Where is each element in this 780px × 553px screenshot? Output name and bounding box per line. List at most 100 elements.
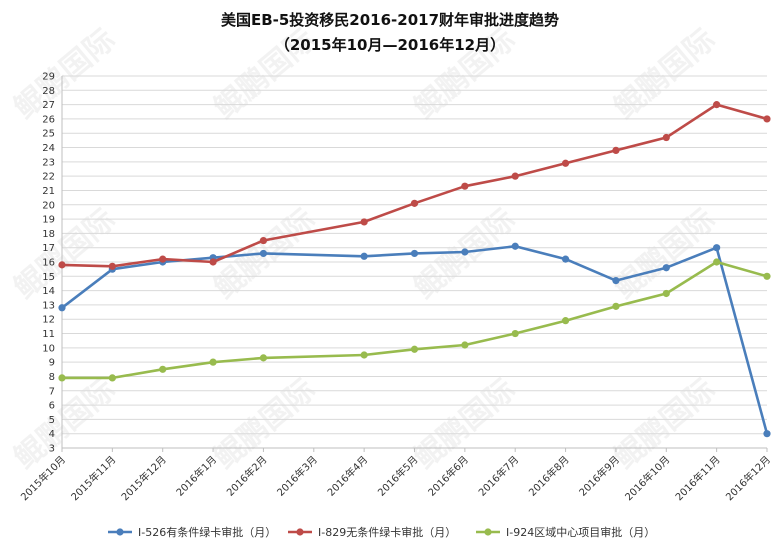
data-point — [662, 133, 670, 142]
series-line — [60, 260, 769, 380]
chart-title: 美国EB-5投资移民2016-2017财年审批进度趋势 — [221, 11, 559, 29]
y-tick-label: 26 — [42, 114, 55, 125]
legend-item: I-924区域中心项目审批（月） — [476, 525, 655, 539]
legend-label: I-924区域中心项目审批（月） — [506, 525, 655, 539]
chart-subtitle: （2015年10月—2016年12月） — [275, 36, 505, 54]
y-tick-label: 24 — [42, 143, 55, 154]
data-point — [410, 249, 419, 258]
x-tick-label: 2016年4月 — [324, 453, 370, 499]
legend: I-526有条件绿卡审批（月） I-829无条件绿卡审批（月） I-924区域中心项… — [108, 525, 655, 539]
y-tick-label: 10 — [42, 343, 55, 354]
data-point — [461, 341, 469, 349]
data-point — [360, 351, 368, 359]
y-tick-label: 27 — [42, 100, 55, 111]
data-point — [461, 182, 469, 190]
data-point — [58, 374, 66, 382]
data-point — [612, 277, 620, 285]
data-point — [58, 261, 66, 269]
x-tick-label: 2016年3月 — [274, 453, 320, 499]
x-tick-label: 2016年11月 — [672, 453, 722, 503]
y-tick-label: 15 — [42, 272, 55, 283]
y-tick-label: 12 — [42, 315, 55, 326]
data-point — [763, 115, 771, 123]
y-tick-label: 5 — [49, 415, 55, 426]
y-tick-label: 21 — [42, 186, 55, 197]
data-point — [159, 255, 167, 263]
data-point — [763, 430, 771, 438]
y-tick-label: 13 — [42, 300, 55, 311]
y-tick-label: 3 — [49, 444, 55, 455]
data-point — [713, 258, 721, 266]
data-point — [511, 242, 519, 250]
data-point — [713, 101, 721, 109]
data-point — [58, 304, 66, 312]
y-tick-label: 7 — [49, 386, 55, 397]
data-point — [259, 249, 268, 258]
x-tick-label: 2016年9月 — [576, 453, 622, 499]
x-tick-label: 2015年11月 — [68, 453, 118, 503]
y-tick-label: 23 — [42, 157, 55, 168]
data-point — [259, 354, 268, 362]
legend-item: I-829无条件绿卡审批（月） — [288, 525, 456, 539]
legend-swatch-marker — [116, 528, 124, 536]
x-tick-label: 2016年7月 — [476, 453, 522, 499]
y-tick-label: 6 — [49, 401, 55, 412]
watermark-text: 鲲鹏国际 — [608, 22, 722, 126]
data-point — [612, 146, 620, 154]
y-tick-label: 8 — [49, 372, 55, 383]
series-2 — [58, 101, 771, 270]
legend-item: I-526有条件绿卡审批（月） — [108, 525, 276, 539]
y-tick-label: 16 — [42, 258, 55, 269]
y-tick-label: 28 — [42, 86, 55, 97]
data-point — [410, 345, 419, 353]
y-tick-label: 11 — [42, 329, 55, 340]
x-tick-label: 2016年5月 — [375, 453, 421, 499]
y-tick-label: 17 — [42, 243, 55, 254]
data-point — [461, 248, 469, 256]
data-point — [410, 199, 419, 207]
y-tick-label: 29 — [42, 72, 55, 83]
data-point — [108, 374, 116, 382]
legend-swatch-marker — [484, 528, 492, 536]
data-point — [360, 218, 368, 226]
data-point — [763, 272, 771, 280]
series-lines — [58, 101, 771, 438]
data-point — [561, 159, 570, 167]
data-point — [612, 302, 620, 310]
data-point — [159, 365, 167, 373]
data-point — [209, 358, 217, 366]
data-point — [511, 172, 519, 180]
legend-label: I-829无条件绿卡审批（月） — [318, 525, 456, 539]
y-tick-label: 20 — [42, 200, 55, 211]
data-point — [360, 252, 368, 260]
x-tick-label: 2016年12月 — [723, 453, 773, 503]
y-tick-label: 9 — [49, 358, 55, 369]
y-tick-label: 19 — [42, 215, 55, 226]
legend-label: I-526有条件绿卡审批（月） — [138, 525, 276, 539]
data-point — [561, 317, 570, 325]
series-line — [60, 245, 769, 435]
y-tick-label: 22 — [42, 172, 55, 183]
data-point — [209, 258, 217, 266]
data-point — [561, 255, 570, 263]
data-point — [662, 264, 670, 272]
data-point — [713, 244, 721, 252]
y-tick-label: 14 — [42, 286, 55, 297]
y-tick-label: 25 — [42, 129, 55, 140]
series-3 — [58, 258, 771, 382]
x-tick-label: 2016年8月 — [526, 453, 572, 499]
data-point — [662, 289, 670, 298]
y-tick-label: 18 — [42, 229, 55, 240]
x-tick-label: 2015年12月 — [118, 453, 168, 503]
data-point — [108, 262, 116, 270]
legend-swatch-marker — [296, 528, 304, 536]
watermark-text: 鲲鹏国际 — [8, 22, 122, 126]
data-point — [259, 236, 268, 245]
gridlines — [62, 75, 767, 449]
data-point — [511, 329, 519, 338]
series-line — [60, 103, 769, 268]
x-tick-label: 2016年1月 — [173, 453, 219, 499]
y-tick-label: 4 — [49, 429, 55, 440]
